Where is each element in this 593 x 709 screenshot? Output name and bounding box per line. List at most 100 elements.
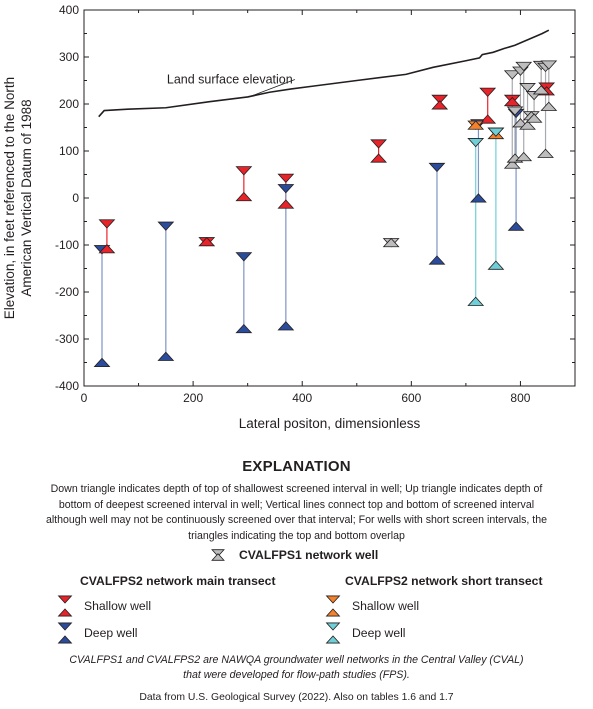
well-top-marker <box>431 94 449 105</box>
x-tick-label: 600 <box>401 391 421 405</box>
legend-bottom-marker <box>211 553 225 561</box>
legend-main-shallow-label: Shallow well <box>84 599 152 613</box>
well-top-marker <box>506 106 524 116</box>
short-deep-well-icon <box>325 622 341 644</box>
legend-short-heading: CVALFPS2 network short transect <box>345 574 543 588</box>
well-bottom-marker <box>507 221 525 231</box>
legend-fps1: CVALFPS1 network well <box>205 544 378 566</box>
main-shallow-well-icon <box>57 595 73 617</box>
well-bottom-marker <box>519 120 536 130</box>
legend-top-marker <box>325 622 341 631</box>
land-surface-label: Land surface elevation <box>167 73 293 87</box>
well-bottom-marker <box>235 323 253 334</box>
chart-axes: 0 200 400 600 800 -400 -300 -200 -100 0 100 200 300 4… <box>55 3 576 405</box>
well-top-marker <box>235 166 253 176</box>
well-top-marker <box>277 184 295 194</box>
y-tick-label: 100 <box>59 144 79 158</box>
well-top-marker <box>515 61 533 72</box>
legend-main-deep-label: Deep well <box>84 626 138 640</box>
well-bottom-marker <box>503 96 521 107</box>
well-bottom-marker <box>537 148 554 158</box>
well-bottom-marker <box>479 114 497 124</box>
well-bottom-marker <box>467 296 485 306</box>
legend-short-shallow: Shallow well <box>322 594 419 618</box>
well-bottom-marker <box>503 159 521 169</box>
legend-bottom-marker <box>325 608 341 617</box>
well-bottom-marker <box>235 191 253 202</box>
legend-bottom-marker <box>57 608 73 617</box>
well-top-marker <box>487 127 505 137</box>
well-top-marker <box>467 138 485 148</box>
screen-interval-lines <box>101 64 550 363</box>
well-bottom-marker <box>431 100 449 110</box>
legend-short-deep: Deep well <box>322 621 406 645</box>
main-deep-well-icon <box>57 622 73 644</box>
x-tick-label: 0 <box>81 391 88 405</box>
legend-bottom-marker <box>325 635 341 644</box>
y-tick-label: -200 <box>55 285 79 299</box>
well-bottom-marker <box>277 321 295 331</box>
land-surface-series: Land surface elevation <box>98 29 550 118</box>
well-bottom-marker <box>515 151 533 162</box>
y-tick-label: -100 <box>55 238 79 252</box>
x-axis-label: Lateral positon, dimensionless <box>239 416 421 431</box>
well-top-marker <box>98 219 116 229</box>
well-bottom-marker <box>198 236 216 247</box>
legend-top-marker <box>57 595 73 604</box>
x-tick-label: 200 <box>183 391 203 405</box>
well-bottom-marker <box>540 101 558 111</box>
well-top-marker <box>370 139 388 149</box>
legend-short-shallow-label: Shallow well <box>352 599 420 613</box>
legend-main-shallow: Shallow well <box>54 594 151 618</box>
well-bottom-marker <box>532 85 550 95</box>
well-top-marker <box>479 87 497 97</box>
well-top-marker <box>519 83 536 93</box>
well-bottom-marker <box>277 199 295 209</box>
y-tick-label: 300 <box>59 50 79 64</box>
well-top-marker <box>235 252 253 262</box>
x-tick-label: 800 <box>510 391 530 405</box>
y-axis-label-line2: American Vertical Datum of 1988 <box>19 99 34 296</box>
well-bottom-marker <box>93 357 111 368</box>
x-tick-label: 400 <box>292 391 312 405</box>
legend-short-deep-label: Deep well <box>352 626 406 640</box>
land-surface-line <box>98 29 550 118</box>
explanation-title: EXPLANATION <box>242 458 351 475</box>
plot-frame <box>83 9 576 387</box>
well-top-marker <box>503 70 521 80</box>
well-bottom-marker <box>487 260 505 270</box>
y-tick-label: 400 <box>59 3 79 17</box>
well-bottom-marker <box>382 237 400 248</box>
well-top-marker <box>540 60 558 70</box>
well-top-marker <box>277 173 295 183</box>
legend-bottom-marker <box>57 635 73 644</box>
data-source-note: Data from U.S. Geological Survey (2022).… <box>139 692 454 703</box>
well-bottom-marker <box>370 153 388 163</box>
well-bottom-marker <box>470 193 487 203</box>
well-bottom-marker <box>98 244 116 254</box>
legend-top-marker <box>57 622 73 631</box>
legend-main-deep: Deep well <box>54 621 138 645</box>
legend-top-marker <box>325 595 341 604</box>
short-shallow-well-icon <box>325 595 341 617</box>
well-bottom-marker <box>157 351 175 361</box>
legend-fps1-label: CVALFPS1 network well <box>239 548 379 562</box>
y-tick-label: -400 <box>55 379 79 393</box>
fps1-well-icon <box>211 549 225 561</box>
y-tick-label: 0 <box>72 191 79 205</box>
land-surface-leader <box>247 79 296 98</box>
y-tick-label: -300 <box>55 332 79 346</box>
well-top-marker <box>428 162 446 173</box>
well-markers <box>93 60 558 368</box>
well-bottom-marker <box>467 120 485 130</box>
well-bottom-marker <box>428 255 446 265</box>
well-bottom-marker <box>525 113 543 123</box>
y-axis-label-line1: Elevation, in feet referenced to the Nor… <box>2 77 17 319</box>
chart-plot: 0 200 400 600 800 -400 -300 -200 -100 0 100 200 300 4… <box>2 3 576 431</box>
explanation-note: Down triangle indicates depth of top of … <box>45 483 548 542</box>
legend-top-marker <box>211 549 225 557</box>
well-top-marker <box>157 221 175 231</box>
networks-footnote: CVALFPS1 and CVALFPS2 are NAWQA groundwa… <box>69 654 524 681</box>
y-tick-label: 200 <box>59 97 79 111</box>
legend-main-heading: CVALFPS2 network main transect <box>80 574 276 588</box>
